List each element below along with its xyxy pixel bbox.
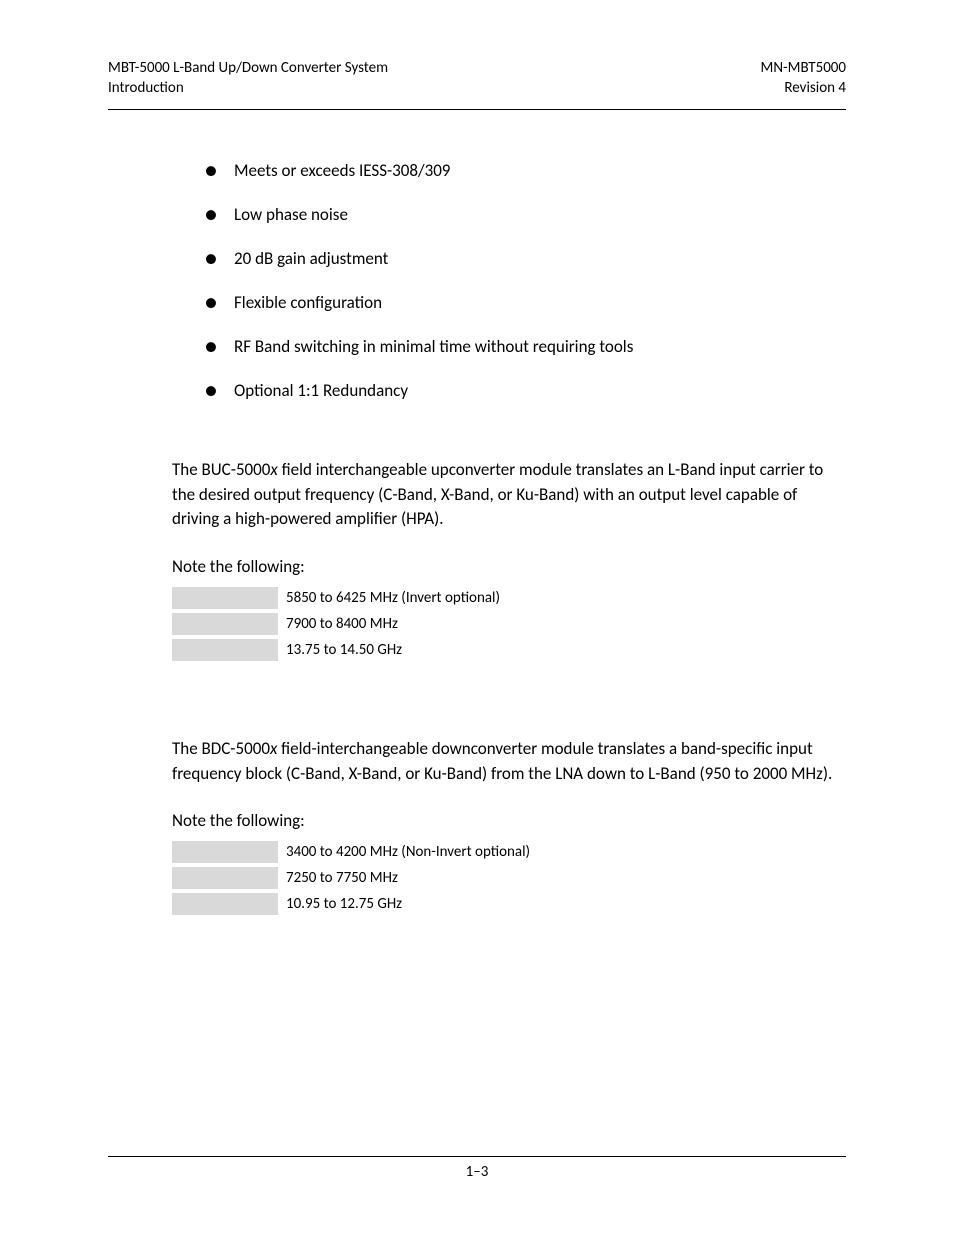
upconverter-paragraph: The BUC-5000x field interchangeable upco…: [108, 458, 846, 532]
band-label-placeholder: [172, 639, 278, 661]
list-item: Low phase noise: [204, 204, 846, 226]
page-footer: 1–3: [108, 1156, 846, 1181]
freq-value: 3400 to 4200 MHz (Non-Invert optional): [286, 841, 530, 863]
header-subtitle: Introduction: [108, 78, 388, 98]
downconverter-freq-table: 3400 to 4200 MHz (Non-Invert optional) 7…: [108, 841, 846, 915]
text: The BUC-5000: [172, 459, 270, 480]
table-row: 7900 to 8400 MHz: [172, 613, 846, 635]
content: Meets or exceeds IESS-308/309 Low phase …: [108, 110, 846, 916]
band-label-placeholder: [172, 613, 278, 635]
table-row: 13.75 to 14.50 GHz: [172, 639, 846, 661]
freq-value: 7900 to 8400 MHz: [286, 613, 398, 635]
list-item: Flexible configuration: [204, 292, 846, 314]
feature-list: Meets or exceeds IESS-308/309 Low phase …: [108, 160, 846, 403]
freq-value: 10.95 to 12.75 GHz: [286, 893, 402, 915]
band-label-placeholder: [172, 841, 278, 863]
freq-value: 13.75 to 14.50 GHz: [286, 639, 402, 661]
note-label: Note the following:: [108, 810, 846, 831]
band-label-placeholder: [172, 893, 278, 915]
text: The BDC-5000: [172, 738, 270, 759]
table-row: 7250 to 7750 MHz: [172, 867, 846, 889]
freq-value: 7250 to 7750 MHz: [286, 867, 398, 889]
note-label: Note the following:: [108, 556, 846, 577]
footer-rule: [108, 1156, 846, 1157]
header-right: MN-MBT5000 Revision 4: [761, 58, 846, 99]
upconverter-freq-table: 5850 to 6425 MHz (Invert optional) 7900 …: [108, 587, 846, 661]
table-row: 3400 to 4200 MHz (Non-Invert optional): [172, 841, 846, 863]
freq-value: 5850 to 6425 MHz (Invert optional): [286, 587, 500, 609]
band-label-placeholder: [172, 867, 278, 889]
list-item: 20 dB gain adjustment: [204, 248, 846, 270]
header-docnum: MN-MBT5000: [761, 58, 846, 78]
table-row: 10.95 to 12.75 GHz: [172, 893, 846, 915]
table-row: 5850 to 6425 MHz (Invert optional): [172, 587, 846, 609]
band-label-placeholder: [172, 587, 278, 609]
list-item: Meets or exceeds IESS-308/309: [204, 160, 846, 182]
header-title: MBT-5000 L-Band Up/Down Converter System: [108, 58, 388, 78]
header-left: MBT-5000 L-Band Up/Down Converter System…: [108, 58, 388, 99]
header-revision: Revision 4: [761, 78, 846, 98]
text-italic: x: [270, 459, 277, 480]
downconverter-paragraph: The BDC-5000x field-interchangeable down…: [108, 737, 846, 786]
list-item: RF Band switching in minimal time withou…: [204, 336, 846, 358]
list-item: Optional 1:1 Redundancy: [204, 380, 846, 402]
page-header: MBT-5000 L-Band Up/Down Converter System…: [108, 58, 846, 107]
page-number: 1–3: [108, 1163, 846, 1181]
page: MBT-5000 L-Band Up/Down Converter System…: [0, 0, 954, 1235]
